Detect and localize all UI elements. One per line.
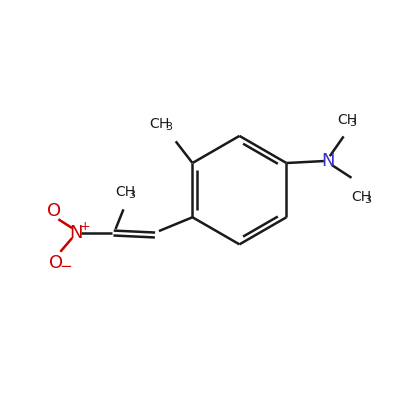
Text: +: +	[80, 220, 90, 233]
Text: −: −	[60, 259, 73, 274]
Text: O: O	[49, 254, 64, 272]
Text: O: O	[47, 202, 62, 220]
Text: C: C	[149, 116, 159, 130]
Text: 3: 3	[128, 190, 135, 200]
Text: CH: CH	[352, 190, 372, 204]
Text: 3: 3	[165, 122, 172, 132]
Text: N: N	[321, 152, 334, 170]
Text: H: H	[159, 116, 169, 130]
Text: 3: 3	[364, 194, 371, 204]
Text: CH: CH	[338, 113, 358, 127]
Text: 3: 3	[350, 118, 356, 128]
Text: N: N	[69, 224, 83, 242]
Text: CH: CH	[116, 185, 136, 199]
